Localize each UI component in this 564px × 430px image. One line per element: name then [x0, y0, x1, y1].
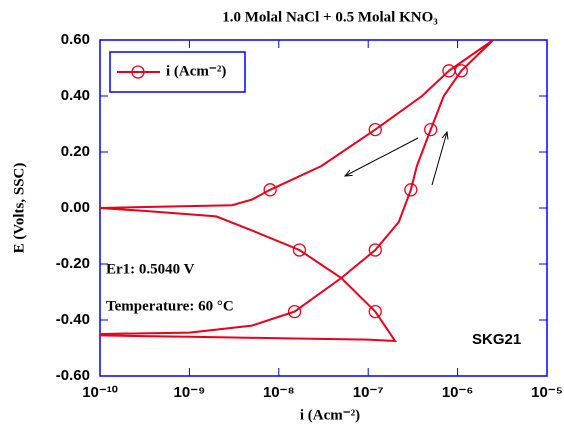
- data-marker: [424, 122, 438, 137]
- x-axis-label: i (Acm⁻²): [300, 407, 360, 423]
- y-tick-label: -0.40: [56, 311, 90, 328]
- data-marker: [454, 64, 468, 78]
- x-tick-label: 10⁻⁹: [174, 384, 206, 401]
- data-marker: [292, 243, 307, 257]
- data-marker: [368, 243, 382, 257]
- y-tick-label: 0.40: [61, 87, 90, 104]
- x-tick-label: 10⁻¹⁰: [82, 384, 118, 401]
- y-tick-label: -0.60: [56, 367, 90, 384]
- y-tick-label: 0.00: [61, 199, 90, 216]
- y-tick-label: -0.20: [56, 255, 90, 272]
- legend-box: [109, 51, 246, 93]
- scan-arrow: [431, 132, 447, 186]
- scan-arrow: [345, 137, 419, 176]
- data-marker: [368, 122, 382, 137]
- data-marker: [263, 183, 277, 197]
- legend: i (Acm⁻²): [109, 51, 246, 93]
- data-marker: [404, 183, 418, 197]
- data-marker: [368, 304, 382, 319]
- x-tick-label: 10⁻⁶: [442, 384, 474, 401]
- y-tick-label: 0.20: [61, 143, 90, 160]
- legend-marker: [131, 65, 145, 79]
- legend-label: i (Acm⁻²): [166, 63, 226, 79]
- y-tick-label: 0.60: [61, 31, 90, 48]
- annotation: SKG21: [472, 331, 521, 348]
- x-tick-label: 10⁻⁸: [263, 384, 295, 401]
- x-tick-label: 10⁻⁷: [353, 384, 384, 401]
- annotation: Er1: 0.5040 V: [106, 261, 195, 277]
- data-marker: [287, 304, 302, 319]
- annotation: Temperature: 60 °C: [106, 298, 234, 314]
- x-tick-label: 10⁻⁵: [531, 384, 563, 401]
- y-axis-label: E (Volts, SSC): [11, 163, 27, 254]
- chart-title: 1.0 Molal NaCl + 0.5 Molal KNO₃: [222, 9, 438, 25]
